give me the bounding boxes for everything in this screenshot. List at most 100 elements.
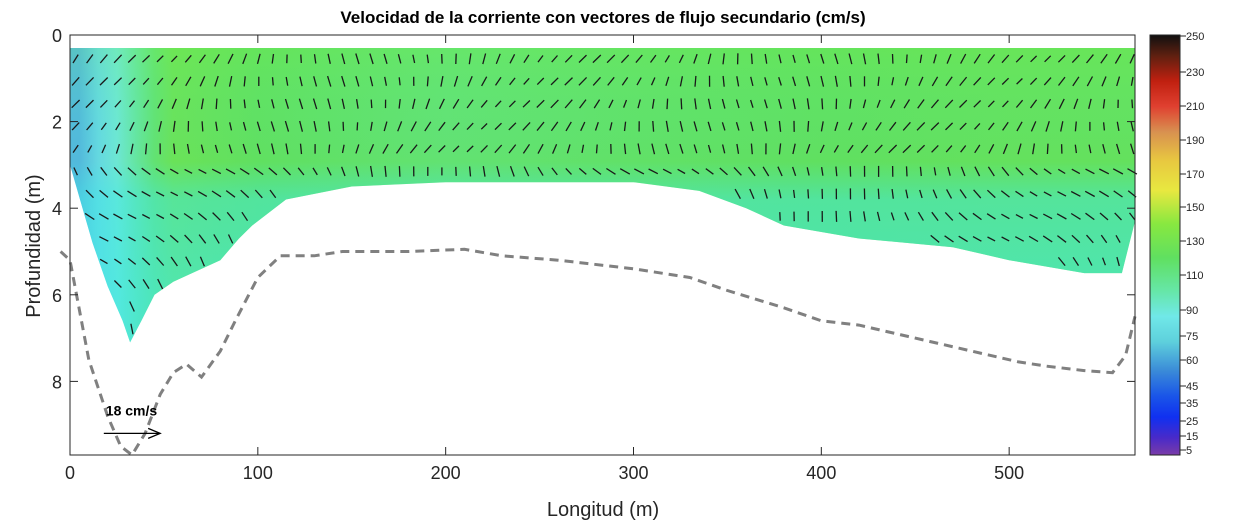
flow-vector <box>341 53 346 65</box>
flow-vector <box>592 54 602 64</box>
flow-vector <box>228 75 233 87</box>
flow-vector <box>735 99 740 109</box>
flow-vector <box>1099 212 1109 221</box>
colorbar-tick-label: 130 <box>1186 236 1204 248</box>
flow-vector <box>369 76 374 87</box>
flow-vector <box>1042 235 1053 243</box>
flow-vector <box>1114 53 1122 64</box>
flow-vector <box>99 77 109 86</box>
flow-vector <box>186 143 190 154</box>
flow-vector <box>931 76 939 87</box>
flow-vector <box>1029 77 1038 86</box>
flow-vector <box>424 121 432 132</box>
flow-vector <box>1114 212 1122 221</box>
flow-vector <box>578 76 588 86</box>
flow-vector <box>537 55 544 63</box>
flow-vector <box>243 76 246 87</box>
flow-vector <box>974 144 981 154</box>
flow-vector <box>1057 256 1066 267</box>
flow-vector <box>918 76 924 87</box>
flow-vector <box>550 77 559 86</box>
flow-vector <box>282 167 291 176</box>
x-tick-label: 0 <box>65 463 75 483</box>
flow-vector <box>806 98 810 110</box>
flow-vector <box>592 76 601 86</box>
flow-vector <box>1071 54 1080 64</box>
flow-vector <box>1046 143 1049 155</box>
flow-vector <box>215 98 218 110</box>
flow-vector <box>536 77 545 86</box>
flow-vector <box>1030 55 1038 63</box>
flow-vector <box>622 99 628 108</box>
flow-vector <box>509 165 515 177</box>
flow-vector <box>876 211 881 222</box>
flow-vector <box>623 143 627 155</box>
flow-vector <box>1057 54 1066 63</box>
flow-vector <box>228 144 233 154</box>
flow-vector <box>650 77 656 86</box>
flow-vector <box>863 211 866 222</box>
flow-vector <box>1030 121 1037 132</box>
flow-vector <box>565 167 572 175</box>
flow-vector <box>819 144 825 154</box>
flow-vector <box>623 121 627 132</box>
flow-vector <box>550 121 559 132</box>
flow-vector <box>1086 234 1094 244</box>
flow-vector <box>341 75 346 87</box>
flow-vector <box>958 235 968 243</box>
flow-vector <box>733 166 742 176</box>
flow-vector <box>580 121 586 132</box>
flow-vector <box>1056 213 1067 220</box>
flow-vector <box>142 213 151 219</box>
flow-vector <box>227 53 234 64</box>
colorbar-tick-label: 210 <box>1186 101 1204 113</box>
flow-vector <box>905 166 908 177</box>
flow-vector <box>551 55 558 63</box>
flow-vector <box>522 121 531 131</box>
flow-vector <box>890 99 896 109</box>
flow-vector <box>734 188 741 200</box>
flow-vector <box>931 211 939 221</box>
flow-vector <box>242 53 248 65</box>
flow-vector <box>1087 257 1093 266</box>
flow-vector <box>988 143 995 154</box>
flow-vector <box>960 53 967 64</box>
flow-vector <box>1085 212 1095 221</box>
flow-vector <box>370 99 373 109</box>
flow-vector <box>1116 256 1120 267</box>
flow-vector <box>496 165 501 177</box>
colorbar-tick-label: 90 <box>1186 305 1198 317</box>
flow-vector <box>1088 144 1092 154</box>
flow-vector <box>1084 190 1096 198</box>
flow-vector <box>919 189 923 199</box>
flow-vector <box>1017 143 1022 155</box>
flow-vector <box>874 144 883 154</box>
flow-vector <box>946 53 952 64</box>
flow-vector <box>536 121 545 132</box>
flow-vector <box>299 76 303 87</box>
flow-vector <box>1029 191 1038 197</box>
flow-vector <box>764 121 768 132</box>
flow-vector <box>987 122 995 131</box>
flow-vector <box>834 53 839 65</box>
flow-vector <box>834 75 838 87</box>
flow-vector <box>1101 76 1107 87</box>
flow-vector <box>665 76 670 86</box>
flow-vector <box>986 189 996 199</box>
flow-vector <box>523 166 530 177</box>
flow-vector <box>370 121 373 131</box>
flow-vector <box>1001 166 1010 177</box>
flow-vector <box>155 235 165 243</box>
flow-vector <box>762 166 770 177</box>
flow-vector <box>679 120 684 132</box>
flow-vector <box>972 212 982 221</box>
flow-vector <box>1128 212 1136 221</box>
flow-vector <box>113 213 123 220</box>
flow-vector <box>959 99 968 108</box>
colorbar-tick-label: 170 <box>1186 169 1204 181</box>
flow-vector <box>835 210 838 222</box>
flow-vector <box>552 143 558 154</box>
y-tick-label: 4 <box>52 199 62 219</box>
flow-vector <box>115 122 121 131</box>
x-tick-label: 400 <box>806 463 836 483</box>
